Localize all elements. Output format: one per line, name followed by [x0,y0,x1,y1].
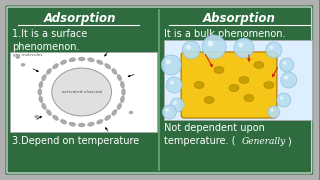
Ellipse shape [229,84,239,91]
Ellipse shape [42,74,46,81]
Text: ): ) [287,137,291,147]
Circle shape [170,81,174,85]
Ellipse shape [21,63,25,66]
Circle shape [170,98,184,112]
Circle shape [268,106,280,118]
Bar [164,40,312,120]
Ellipse shape [16,56,20,59]
Text: Generally: Generally [242,137,286,146]
Ellipse shape [35,115,39,118]
Circle shape [234,38,254,58]
Ellipse shape [78,123,85,127]
Ellipse shape [78,57,85,61]
Ellipse shape [254,62,264,69]
Text: gas molecules: gas molecules [13,53,42,57]
Ellipse shape [105,115,111,120]
Ellipse shape [117,74,122,81]
Ellipse shape [194,82,204,89]
Ellipse shape [88,58,94,62]
Ellipse shape [69,122,76,126]
Ellipse shape [52,64,59,69]
Ellipse shape [69,58,76,62]
Circle shape [166,60,171,64]
Circle shape [266,42,282,58]
Circle shape [166,77,182,93]
Circle shape [238,42,244,48]
Ellipse shape [46,110,52,116]
Ellipse shape [204,96,214,103]
Text: 3.Depend on temperature: 3.Depend on temperature [12,136,139,146]
Ellipse shape [214,66,224,73]
Circle shape [173,101,177,105]
Circle shape [280,96,284,100]
Circle shape [186,45,191,50]
Ellipse shape [60,60,67,65]
Ellipse shape [38,89,42,96]
Bar [10,52,157,132]
Ellipse shape [52,115,59,120]
Circle shape [269,46,273,50]
Circle shape [165,108,169,112]
Ellipse shape [39,96,43,103]
Text: 1.It is a surface
phenomenon.: 1.It is a surface phenomenon. [12,29,87,52]
Ellipse shape [52,68,111,116]
Ellipse shape [122,89,125,96]
Ellipse shape [39,81,43,88]
Text: Not dependent upon
temperature. (: Not dependent upon temperature. ( [164,123,265,146]
FancyBboxPatch shape [2,2,316,178]
Ellipse shape [97,119,103,124]
Text: Absorption: Absorption [203,12,276,25]
Ellipse shape [46,68,52,75]
Text: activated charcoal: activated charcoal [61,90,102,94]
Circle shape [202,35,226,59]
Ellipse shape [129,111,133,114]
Circle shape [162,105,176,119]
Ellipse shape [244,94,254,102]
Circle shape [161,55,181,75]
Ellipse shape [88,122,94,126]
Ellipse shape [120,96,124,103]
Ellipse shape [112,68,117,75]
Ellipse shape [264,82,274,89]
Text: Adsorption: Adsorption [44,12,116,25]
Circle shape [277,93,291,107]
Ellipse shape [105,64,111,69]
Circle shape [280,58,294,72]
Ellipse shape [42,103,46,110]
Circle shape [283,61,286,65]
Text: It is a bulk phenomenon.: It is a bulk phenomenon. [164,29,286,39]
Ellipse shape [239,76,249,84]
Ellipse shape [60,119,67,124]
Circle shape [281,72,297,88]
Ellipse shape [97,60,103,65]
Ellipse shape [117,103,122,110]
Ellipse shape [120,81,124,88]
FancyBboxPatch shape [181,52,277,118]
Circle shape [182,41,200,59]
Ellipse shape [112,110,117,116]
Circle shape [270,109,274,112]
Circle shape [207,40,213,46]
Circle shape [284,76,288,80]
